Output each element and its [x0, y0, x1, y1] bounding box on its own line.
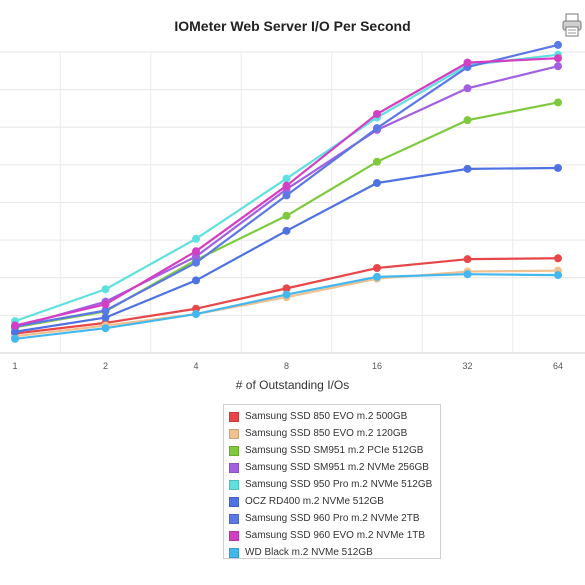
legend-swatch — [229, 428, 239, 439]
legend-item[interactable]: Samsung SSD SM951 m.2 NVMe 256GB — [229, 459, 440, 476]
data-point[interactable] — [554, 271, 562, 280]
data-point[interactable] — [192, 258, 200, 267]
legend-swatch — [229, 547, 239, 558]
x-tick-label: 4 — [193, 361, 198, 371]
data-point[interactable] — [463, 164, 472, 173]
legend-label: Samsung SSD 960 Pro m.2 NVMe 2TB — [245, 513, 420, 524]
data-point[interactable] — [101, 300, 110, 309]
data-point[interactable] — [373, 157, 381, 166]
data-point[interactable] — [282, 191, 291, 200]
legend-label: Samsung SSD 850 EVO m.2 120GB — [245, 428, 408, 439]
x-tick-label: 16 — [372, 361, 382, 371]
data-point[interactable] — [373, 124, 381, 133]
data-point[interactable] — [192, 310, 200, 319]
data-point[interactable] — [554, 98, 562, 107]
data-point[interactable] — [463, 255, 472, 264]
legend-item[interactable]: WD Black m.2 NVMe 512GB — [229, 544, 440, 561]
data-point[interactable] — [101, 324, 110, 333]
legend-item[interactable]: Samsung SSD SM951 m.2 PCIe 512GB — [229, 442, 440, 459]
x-tick-label: 2 — [103, 361, 108, 371]
legend-swatch — [229, 445, 239, 456]
data-point[interactable] — [101, 306, 110, 315]
x-tick-label: 32 — [462, 361, 472, 371]
data-point[interactable] — [373, 109, 381, 118]
legend-swatch — [229, 479, 239, 490]
series-group — [11, 54, 562, 330]
data-point[interactable] — [373, 264, 381, 273]
grid — [0, 51, 585, 354]
legend-item[interactable]: OCZ RD400 m.2 NVMe 512GB — [229, 493, 440, 510]
data-point[interactable] — [463, 84, 472, 93]
legend-item[interactable]: Samsung SSD 850 EVO m.2 120GB — [229, 425, 440, 442]
legend-item[interactable]: Samsung SSD 950 Pro m.2 NVMe 512GB — [229, 476, 440, 493]
printer-icon[interactable] — [561, 12, 583, 38]
legend-swatch — [229, 530, 239, 541]
data-point[interactable] — [11, 321, 19, 330]
data-point[interactable] — [463, 58, 472, 67]
legend-label: WD Black m.2 NVMe 512GB — [245, 547, 373, 558]
legend-label: Samsung SSD SM951 m.2 NVMe 256GB — [245, 462, 429, 473]
legend: Samsung SSD 850 EVO m.2 500GB Samsung SSD… — [223, 404, 441, 559]
series-group — [11, 270, 562, 343]
data-point[interactable] — [554, 40, 562, 49]
data-point[interactable] — [11, 334, 19, 343]
data-point[interactable] — [373, 179, 381, 188]
legend-swatch — [229, 496, 239, 507]
x-tick-labels: 1 2 4 8 16 32 64 — [12, 361, 563, 371]
data-point[interactable] — [192, 276, 200, 285]
data-point[interactable] — [282, 290, 291, 299]
data-point[interactable] — [373, 272, 381, 281]
legend-label: Samsung SSD 960 EVO m.2 NVMe 1TB — [245, 530, 426, 541]
legend-item[interactable]: Samsung SSD 850 EVO m.2 500GB — [229, 408, 440, 425]
data-point[interactable] — [101, 285, 110, 294]
data-point[interactable] — [282, 181, 291, 190]
data-point[interactable] — [554, 254, 562, 263]
data-point[interactable] — [282, 211, 291, 220]
legend-label: Samsung SSD 950 Pro m.2 NVMe 512GB — [245, 479, 433, 490]
data-point[interactable] — [101, 313, 110, 322]
data-point[interactable] — [554, 163, 562, 172]
data-point[interactable] — [282, 226, 291, 235]
legend-label: OCZ RD400 m.2 NVMe 512GB — [245, 496, 384, 507]
legend-swatch — [229, 513, 239, 524]
data-point[interactable] — [463, 270, 472, 279]
data-point[interactable] — [554, 62, 562, 71]
legend-label: Samsung SSD SM951 m.2 PCIe 512GB — [245, 445, 424, 456]
data-point[interactable] — [192, 247, 200, 256]
legend-label: Samsung SSD 850 EVO m.2 500GB — [245, 411, 408, 422]
x-tick-label: 1 — [12, 361, 17, 371]
legend-swatch — [229, 462, 239, 473]
legend-item[interactable]: Samsung SSD 960 Pro m.2 NVMe 2TB — [229, 510, 440, 527]
legend-swatch — [229, 411, 239, 422]
data-point[interactable] — [282, 174, 291, 183]
data-point[interactable] — [554, 54, 562, 63]
data-point[interactable] — [463, 116, 472, 125]
x-tick-label: 64 — [553, 361, 563, 371]
x-tick-label: 8 — [284, 361, 289, 371]
chart-title: IOMeter Web Server I/O Per Second — [174, 18, 411, 34]
x-axis-label: # of Outstanding I/Os — [235, 378, 350, 392]
data-point[interactable] — [282, 284, 291, 293]
series-lines — [11, 40, 562, 343]
data-point[interactable] — [192, 234, 200, 243]
legend-item[interactable]: Samsung SSD 960 EVO m.2 NVMe 1TB — [229, 527, 440, 544]
series-group — [11, 163, 562, 336]
